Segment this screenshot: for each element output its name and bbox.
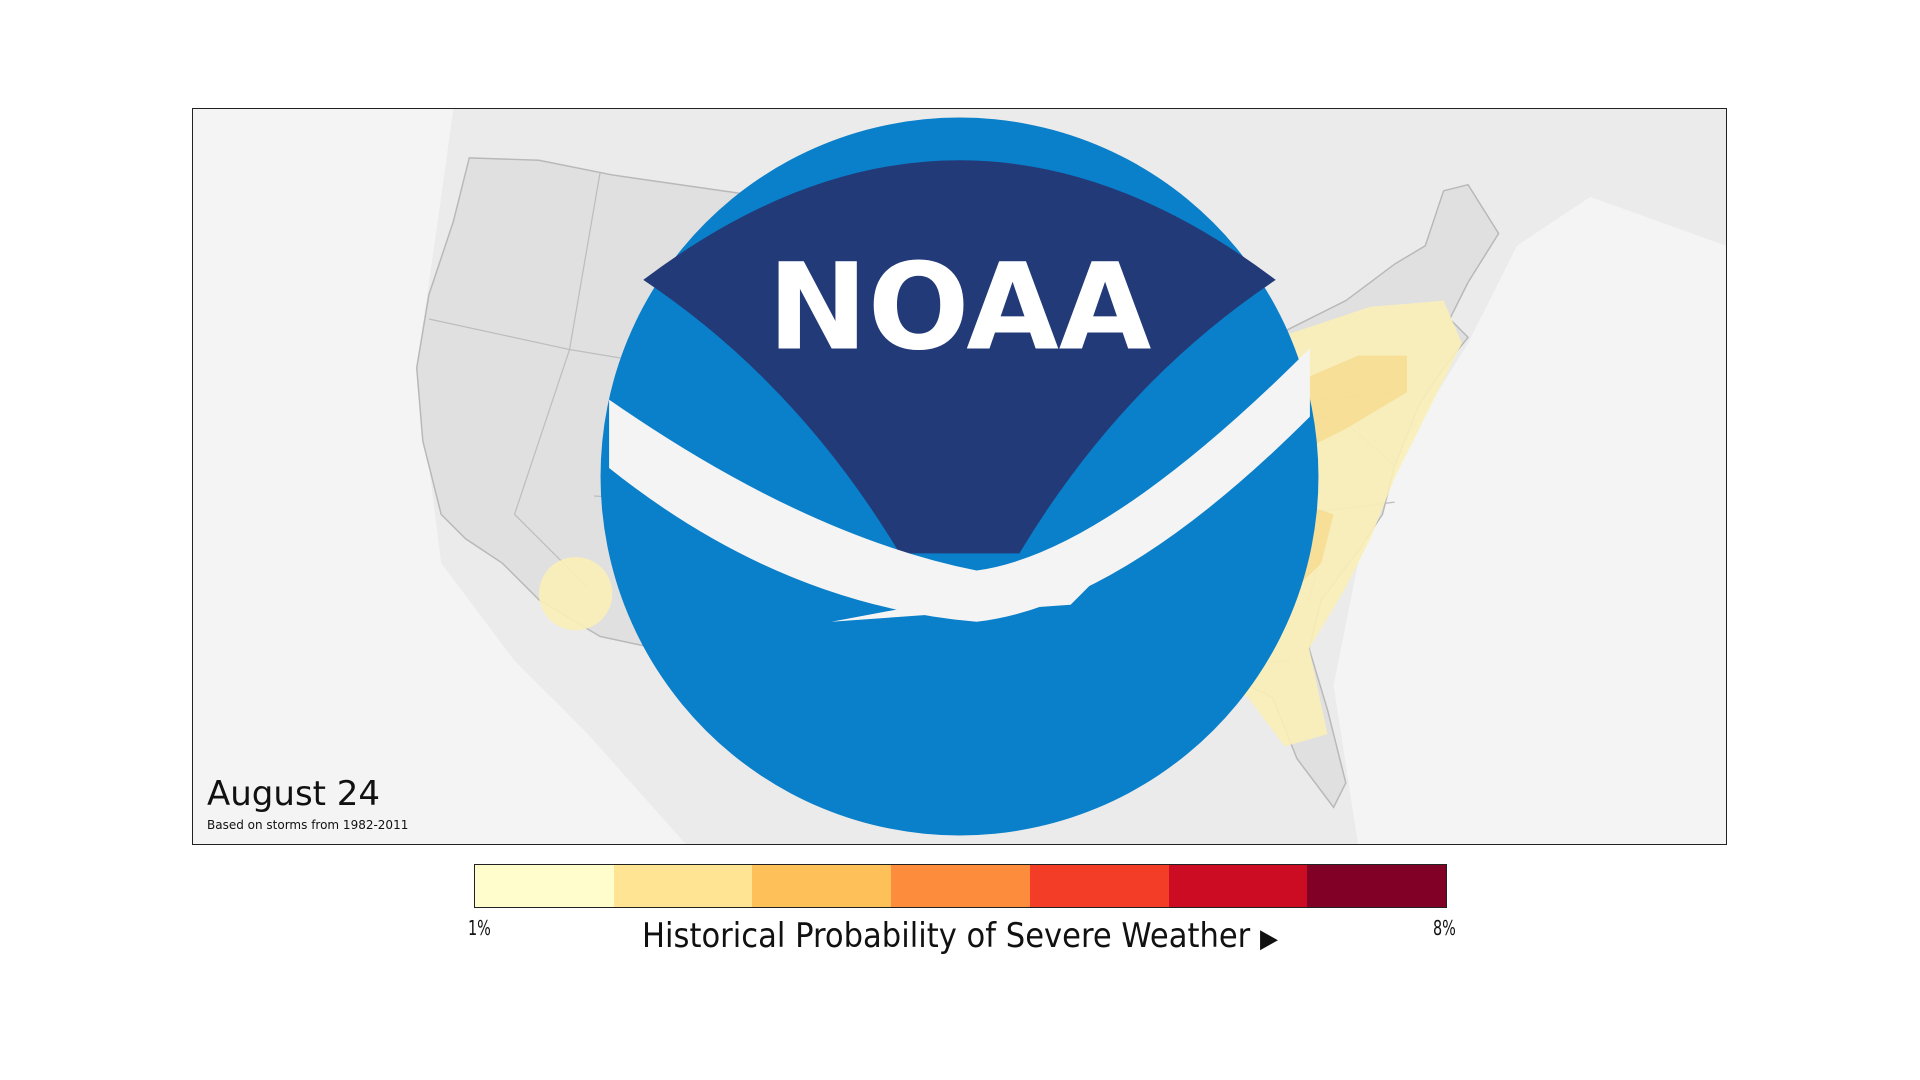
noaa-logo: NOAA: [600, 117, 1319, 836]
map-panel: August 24 Based on storms from 1982-2011…: [192, 108, 1727, 845]
legend-color-scale: [474, 864, 1447, 908]
legend-title-text: Historical Probability of Severe Weather: [642, 916, 1251, 956]
legend-min-label: 1%: [468, 916, 491, 940]
legend-swatch-7: [1307, 865, 1447, 907]
map-subtitle: Based on storms from 1982-2011: [207, 818, 409, 832]
legend-swatch-6: [1168, 865, 1308, 907]
legend-swatch-5: [1029, 865, 1169, 907]
probability-level-1-area: [538, 557, 613, 631]
map-date: August 24: [207, 774, 381, 814]
legend-swatch-1: [475, 865, 614, 907]
legend-swatch-4: [891, 865, 1030, 907]
legend-swatch-2: [613, 865, 753, 907]
legend-max-label: 8%: [1433, 916, 1456, 940]
legend-swatch-3: [752, 865, 892, 907]
triangle-right-icon: ▶: [1259, 924, 1278, 954]
legend-title: Historical Probability of Severe Weather…: [96, 916, 1824, 956]
svg-text:NOAA: NOAA: [768, 238, 1152, 377]
